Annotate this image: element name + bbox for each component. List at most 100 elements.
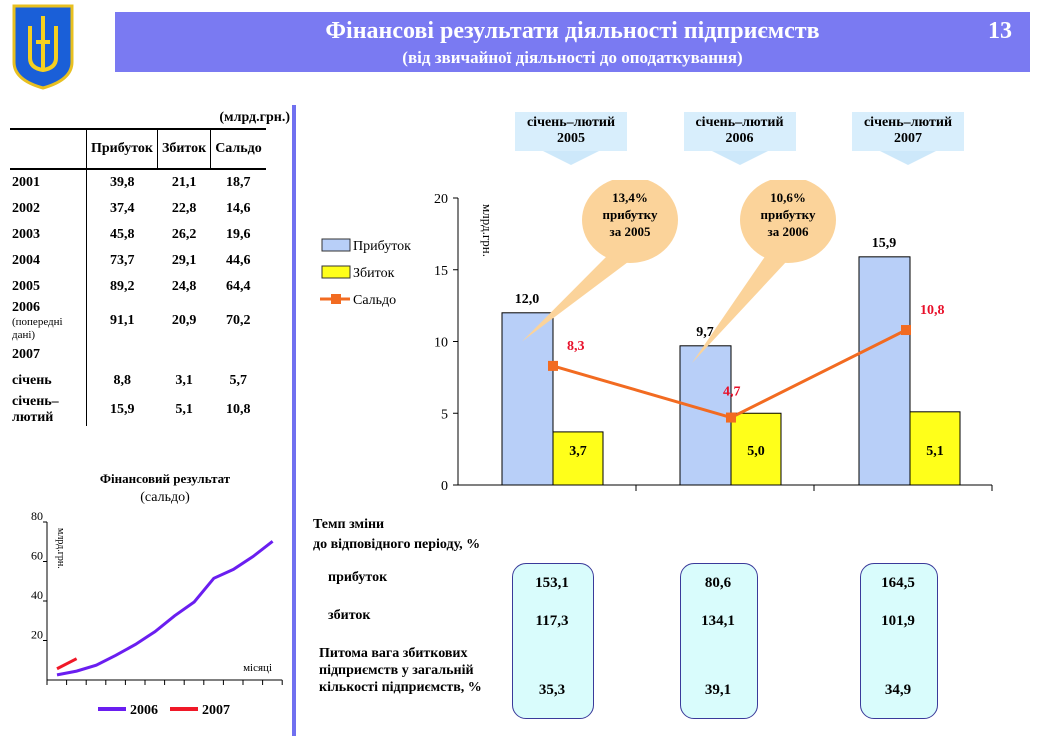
vertical-divider — [292, 105, 296, 736]
callout-bubble: 13,4% прибутку за 2005 — [522, 180, 678, 342]
table-cell: 26,2 — [171, 227, 197, 242]
row-label-text: січень — [12, 373, 52, 388]
results-table: Прибуток Збиток Сальдо 2001 39,8 21,1 18,7 2002… — [10, 128, 266, 426]
rates-title-line: до відповідного періоду, % — [313, 537, 481, 552]
saldo-label: 4,7 — [723, 385, 741, 400]
column-header: Прибуток — [86, 128, 158, 170]
table-cell: 70,2 — [225, 313, 251, 328]
row-label: січень — [10, 368, 87, 394]
table-cell: 44,6 — [225, 253, 251, 268]
legend-label: Збиток — [353, 266, 395, 281]
legend-label: Прибуток — [353, 239, 411, 254]
bar-loss — [909, 411, 961, 486]
row-label: 2007 — [10, 342, 87, 368]
page-subtitle: (від звичайної діяльності до оподаткуван… — [402, 48, 743, 67]
row-label: 2002 — [10, 196, 87, 222]
y-tick-label: 80 — [31, 510, 43, 523]
period-header: січень–лютий 2006 — [683, 112, 796, 165]
table-row: 2003 45,8 26,2 19,6 — [10, 222, 266, 248]
ukraine-coat-of-arms-logo — [12, 4, 74, 90]
rate-value: 80,6 — [704, 575, 732, 591]
bar-profit-label: 12,0 — [515, 292, 540, 307]
rate-box — [860, 563, 938, 719]
legend-item: Прибуток — [321, 238, 411, 254]
callout-text: за 2005 — [610, 224, 651, 239]
period-header: січень–лютий 2005 — [515, 112, 627, 165]
legend-label: 2007 — [202, 703, 230, 718]
rate-value: 34,9 — [884, 682, 912, 698]
column-header: Збиток — [156, 128, 211, 170]
table-cell: 8,8 — [86, 368, 158, 394]
row-label-text: січень–лютий — [12, 394, 59, 425]
rate-value: 164,5 — [881, 575, 915, 591]
table-unit: (млрд.грн.) — [219, 110, 290, 125]
row-label-text: 2006 — [12, 300, 40, 315]
rate-value: 35,3 — [538, 682, 566, 698]
table-cell — [157, 342, 210, 368]
row-label-text: 2001 — [12, 175, 40, 190]
legend-swatch — [321, 265, 351, 279]
bar-loss — [730, 412, 782, 486]
bar-chart: млрд.грн. 0 5 10 15 20 12,0 3,7 9,7 5,0 15,9 5,1 13,… — [320, 180, 993, 494]
series-line-2007 — [56, 657, 78, 671]
y-tick-label: 20 — [434, 192, 448, 207]
period-header: січень–лютий 2007 — [852, 112, 964, 165]
share-label-line: підприємств у загальній — [319, 663, 474, 678]
column-header: Сальдо — [210, 128, 266, 170]
table-cell — [211, 342, 266, 368]
table-cell: 10,8 — [225, 402, 251, 417]
table-row: 2002 37,4 22,8 14,6 — [10, 196, 266, 222]
row-label: 2006 (попередні дані) — [10, 300, 87, 342]
small-chart-title: Фінансовий результат — [99, 471, 231, 486]
saldo-label: 10,8 — [920, 303, 945, 318]
rate-value: 134,1 — [701, 613, 735, 629]
period-year: 2005 — [557, 131, 585, 146]
legend-item: Збиток — [321, 265, 395, 281]
rate-label-loss: збиток — [328, 608, 371, 623]
down-arrow-icon — [711, 151, 768, 165]
row-label-text: 2004 — [12, 253, 40, 268]
y-tick-label: 60 — [31, 549, 43, 563]
table-cell: 19,6 — [225, 227, 251, 242]
table-row: 2006 (попередні дані) 91,1 20,9 70,2 — [10, 300, 266, 342]
y-tick-label: 5 — [441, 407, 448, 422]
period-label: січень–лютий — [695, 115, 784, 130]
rate-label-profit: прибуток — [328, 570, 388, 585]
down-arrow-icon — [543, 151, 599, 165]
row-label-text: 2007 — [12, 347, 40, 362]
y-tick-label: 15 — [434, 264, 448, 279]
table-row: січень 8,8 3,1 5,7 — [10, 368, 266, 394]
table-row: 2007 — [10, 342, 266, 368]
saldo-label: 8,3 — [567, 339, 585, 354]
period-label: січень–лютий — [863, 115, 953, 130]
rate-value: 117,3 — [535, 613, 569, 629]
callout-text: прибутку — [603, 207, 658, 222]
row-label: 2004 — [10, 248, 87, 274]
table-cell: 18,7 — [225, 175, 251, 190]
period-year: 2006 — [725, 131, 754, 146]
table-cell: 64,4 — [225, 279, 251, 294]
table-cell: 15,9 — [86, 394, 158, 426]
y-tick-label: 40 — [31, 588, 43, 602]
y-axis-label: млрд.грн. — [480, 204, 495, 257]
page-title: Фінансові результати діяльності підприєм… — [325, 18, 820, 44]
small-chart-subtitle: (сальдо) — [140, 490, 190, 505]
y-tick-label: 0 — [441, 479, 448, 494]
table-cell: 73,7 — [86, 248, 158, 274]
rates-title: Темп зміни до відповідного періоду, % — [313, 515, 480, 555]
table-cell: 20,9 — [171, 313, 197, 328]
period-header-box: січень–лютий 2006 — [683, 112, 796, 151]
saldo-marker — [901, 325, 911, 336]
row-note: (попередні дані) — [12, 316, 63, 341]
table-cell: 45,8 — [86, 222, 158, 248]
table-cell: 91,1 — [86, 300, 158, 342]
legend-label: Сальдо — [353, 293, 396, 308]
down-arrow-icon — [880, 151, 936, 165]
bar-profit-label: 9,7 — [696, 325, 714, 340]
period-label: січень–лютий — [526, 115, 616, 130]
rate-box — [512, 563, 594, 719]
column-header — [10, 128, 87, 170]
bar-profit — [858, 256, 911, 486]
row-label-text: 2005 — [12, 279, 40, 294]
row-label: січень–лютий — [10, 394, 87, 426]
